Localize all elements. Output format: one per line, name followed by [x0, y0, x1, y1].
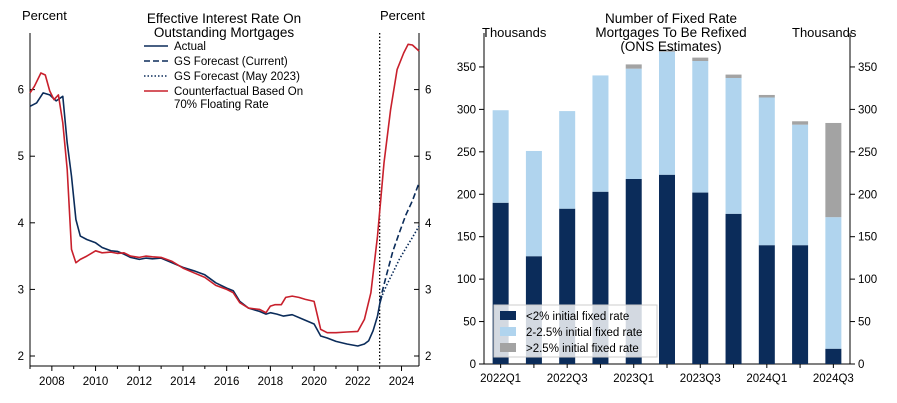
bar-2024Q1: [758, 245, 775, 364]
x-tick-label: 2024: [389, 376, 415, 388]
left-y-tick-label: 5: [18, 151, 24, 163]
series-line-counterfactual-based-on-70-floating-rate: [29, 43, 420, 334]
legend-label: 70% Floating Rate: [174, 99, 269, 111]
left-y-tick-label: 2: [18, 351, 24, 363]
x-tick-label: 2010: [83, 376, 109, 388]
right-unit-label: Thousands: [792, 25, 857, 40]
legend-swatch: [500, 343, 516, 352]
left-y-tick-label: 0: [470, 359, 476, 371]
x-tick-label: 2014: [170, 376, 196, 388]
bar-2023Q2: [659, 49, 675, 52]
bar-2022Q2: [525, 150, 542, 257]
left-y-tick-label: 150: [457, 232, 476, 244]
left-y-tick-label: 350: [457, 62, 476, 74]
right-y-tick-label: 50: [858, 317, 871, 329]
left-line-chart: 2 2 3 3 4 4 5 5 6 6 2008 2010 2012 2014 2016 2018 2020 20…: [18, 8, 432, 388]
right-y-tick-label: 2: [425, 351, 431, 363]
bar-2023Q2: [659, 51, 675, 175]
left-unit-label: Percent: [22, 8, 67, 23]
bar-2023Q3: [692, 57, 709, 62]
right-y-tick-label: 5: [425, 151, 431, 163]
right-y-tick-label: 350: [858, 62, 877, 74]
legend-label: Actual: [174, 41, 206, 53]
legend-swatch: [500, 311, 516, 320]
chart-title-line: Number of Fixed Rate: [605, 11, 737, 26]
bar-2024Q1: [758, 94, 775, 98]
left-y-tick-label: 250: [457, 147, 476, 159]
bar-2023Q4: [725, 74, 742, 78]
bar-2023Q1: [625, 64, 642, 69]
left-y-tick-label: 3: [18, 284, 24, 296]
bar-2024Q3: [825, 348, 842, 364]
x-tick-label: 2020: [301, 376, 327, 388]
legend-label: GS Forecast (May 2023): [174, 71, 300, 83]
right-y-tick-label: 150: [858, 232, 877, 244]
chart-title-line: (ONS Estimates): [620, 39, 721, 54]
series-line-gs-forecast-current-: [378, 182, 420, 302]
right-y-tick-label: 4: [425, 218, 432, 230]
legend-label: 2-2.5% initial fixed rate: [526, 327, 642, 339]
right-unit-label: Percent: [380, 8, 425, 23]
legend-box: [493, 304, 658, 358]
series-line-gs-forecast-may-2023-: [378, 225, 420, 302]
x-tick-label: 2023Q3: [680, 373, 721, 385]
x-tick-label: 2022Q1: [480, 373, 521, 385]
left-y-tick-label: 50: [463, 317, 476, 329]
legend-swatch: [500, 327, 516, 336]
bar-2023Q2: [659, 174, 675, 364]
left-y-tick-label: 100: [457, 274, 476, 286]
legend-label: >2.5% initial fixed rate: [526, 343, 639, 355]
x-tick-label: 2016: [214, 376, 240, 388]
chart-title-line: Effective Interest Rate On: [147, 11, 301, 26]
bar-2024Q2: [792, 124, 809, 246]
x-tick-label: 2024Q3: [813, 373, 854, 385]
bar-2023Q4: [725, 77, 742, 214]
legend-label: GS Forecast (Current): [174, 56, 288, 68]
left-y-tick-label: 300: [457, 104, 476, 116]
bar-2022Q3: [559, 111, 576, 209]
left-y-tick-label: 4: [18, 218, 25, 230]
series-line-actual: [29, 92, 379, 347]
bar-2023Q3: [692, 192, 709, 364]
bar-2022Q4: [592, 75, 609, 192]
bar-2023Q1: [625, 68, 642, 179]
bar-2024Q3: [825, 122, 842, 218]
left-y-tick-label: 6: [18, 85, 24, 97]
right-y-tick-label: 6: [425, 85, 431, 97]
right-y-tick-label: 3: [425, 284, 431, 296]
bar-2024Q2: [792, 121, 809, 125]
x-tick-label: 2022Q3: [547, 373, 588, 385]
chart-title-line: Mortgages To Be Refixed: [595, 25, 746, 40]
right-bar-chart: 0 0 50 50 100 100 150 150 200 200 250 250 300 300 350 3…: [457, 11, 877, 385]
right-y-tick-label: 300: [858, 104, 877, 116]
left-unit-label: Thousands: [482, 25, 547, 40]
right-y-tick-label: 0: [858, 359, 864, 371]
right-y-tick-label: 250: [858, 147, 877, 159]
chart-title-line: Outstanding Mortgages: [154, 25, 295, 40]
x-tick-label: 2024Q1: [746, 373, 787, 385]
bar-2022Q1: [492, 110, 509, 203]
x-tick-label: 2012: [126, 376, 152, 388]
x-tick-label: 2018: [258, 376, 284, 388]
bar-2024Q3: [825, 217, 842, 349]
bar-2024Q1: [758, 97, 775, 246]
left-y-tick-label: 200: [457, 189, 476, 201]
bar-2023Q3: [692, 61, 709, 193]
x-tick-label: 2022: [345, 376, 371, 388]
bar-2024Q2: [792, 245, 809, 364]
x-tick-label: 2023Q1: [613, 373, 654, 385]
x-tick-label: 2008: [39, 376, 65, 388]
legend-label: Counterfactual Based On: [174, 86, 303, 98]
legend-label: <2% initial fixed rate: [526, 311, 629, 323]
bar-2023Q4: [725, 213, 742, 364]
right-y-tick-label: 200: [858, 189, 877, 201]
right-y-tick-label: 100: [858, 274, 877, 286]
